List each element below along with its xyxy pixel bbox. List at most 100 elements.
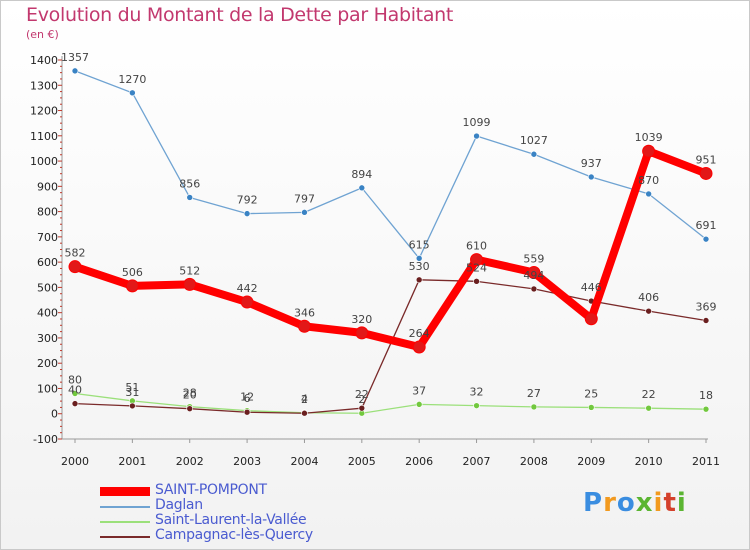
y-tick-label: 900 (37, 180, 58, 193)
data-point-0 (297, 319, 311, 333)
data-label: 27 (527, 387, 541, 400)
data-label: 18 (699, 389, 713, 402)
data-label: 1039 (635, 131, 663, 144)
data-label: 40 (68, 384, 82, 397)
data-label: 446 (581, 281, 602, 294)
x-tick-label: 2011 (692, 455, 720, 468)
data-label: 530 (409, 260, 430, 273)
data-label: 37 (412, 384, 426, 397)
legend-label: Campagnac-lès-Quercy (155, 527, 313, 543)
data-point-1 (186, 194, 194, 201)
x-tick-label: 2000 (61, 455, 89, 468)
data-label: 691 (696, 219, 717, 232)
data-point-3 (301, 409, 308, 417)
data-point-1 (129, 89, 136, 97)
data-label: 406 (638, 291, 659, 304)
data-point-0 (470, 253, 484, 267)
y-tick-label: 1300 (30, 79, 58, 92)
y-tick-label: 200 (37, 357, 58, 370)
data-point-0 (412, 340, 426, 354)
data-point-2 (71, 390, 79, 397)
y-tick-label: 1400 (30, 54, 58, 67)
data-label: 512 (179, 264, 200, 277)
y-tick-label: 700 (37, 231, 58, 244)
data-label: 6 (244, 392, 251, 405)
data-label: 25 (584, 387, 598, 400)
data-point-3 (415, 276, 423, 284)
data-label: 346 (294, 306, 315, 319)
data-label: 792 (237, 194, 258, 207)
data-label: 559 (523, 252, 544, 265)
data-label: 894 (351, 168, 372, 181)
data-label: 797 (294, 192, 315, 205)
y-tick-label: 100 (37, 382, 58, 395)
data-point-2 (415, 401, 423, 408)
data-label: 506 (122, 266, 143, 279)
data-label: 615 (409, 238, 430, 251)
data-label: 2 (358, 393, 365, 406)
data-point-1 (415, 255, 423, 262)
x-tick-label: 2007 (463, 455, 491, 468)
data-point-3 (243, 408, 251, 416)
data-point-2 (702, 405, 710, 413)
x-tick-label: 2005 (348, 455, 376, 468)
data-point-3 (645, 307, 652, 315)
y-tick-label: 600 (37, 256, 58, 269)
x-tick-label: 2001 (118, 455, 146, 468)
data-point-0 (584, 312, 598, 326)
legend-label: SAINT-POMPONT (155, 482, 267, 498)
series-line-2 (74, 392, 707, 414)
data-label: 4 (301, 393, 308, 406)
data-point-0 (527, 265, 541, 279)
y-tick-label: 1200 (30, 105, 58, 118)
y-tick-label: 1000 (30, 155, 58, 168)
data-point-3 (358, 404, 366, 412)
data-label: 20 (183, 389, 197, 402)
unit-label: (en €) (26, 28, 59, 41)
data-label: 582 (65, 247, 86, 260)
data-label: 1099 (463, 116, 491, 129)
data-point-2 (587, 404, 595, 411)
data-label: 494 (523, 269, 544, 282)
data-point-3 (702, 317, 710, 324)
x-tick-label: 2004 (290, 455, 318, 468)
data-point-0 (699, 166, 713, 180)
data-label: 951 (696, 153, 717, 166)
y-tick-label: 300 (37, 332, 58, 345)
data-point-3 (530, 285, 538, 293)
data-point-0 (240, 295, 254, 309)
data-label: 1357 (61, 51, 89, 64)
data-point-1 (645, 190, 652, 198)
y-tick-label: 0 (51, 408, 58, 421)
data-label: 369 (696, 300, 717, 313)
data-point-0 (125, 279, 139, 293)
y-tick-label: 800 (37, 206, 58, 219)
data-point-3 (129, 402, 136, 410)
data-point-2 (530, 403, 538, 411)
data-label: 870 (638, 174, 659, 187)
proxiti-logo: Proxiti (583, 488, 687, 518)
series-line-3 (74, 279, 707, 414)
data-point-0 (642, 144, 656, 158)
x-tick-label: 2008 (520, 455, 548, 468)
legend-swatch (100, 487, 150, 496)
y-tick-label: 500 (37, 281, 58, 294)
data-label: 524 (466, 261, 487, 274)
data-point-3 (473, 278, 480, 285)
data-point-1 (71, 67, 79, 75)
y-tick-label: -100 (33, 433, 58, 446)
data-label: 51 (125, 381, 139, 394)
data-point-1 (473, 132, 480, 140)
data-label: 1270 (118, 73, 146, 86)
data-label: 32 (470, 386, 484, 399)
series-line-0 (71, 147, 710, 352)
data-point-0 (183, 277, 197, 291)
legend-swatch (100, 520, 150, 523)
data-label: 264 (409, 327, 430, 340)
data-label: 22 (355, 388, 369, 401)
data-label: 31 (125, 386, 139, 399)
legend-swatch (100, 505, 150, 508)
x-tick-label: 2002 (176, 455, 204, 468)
